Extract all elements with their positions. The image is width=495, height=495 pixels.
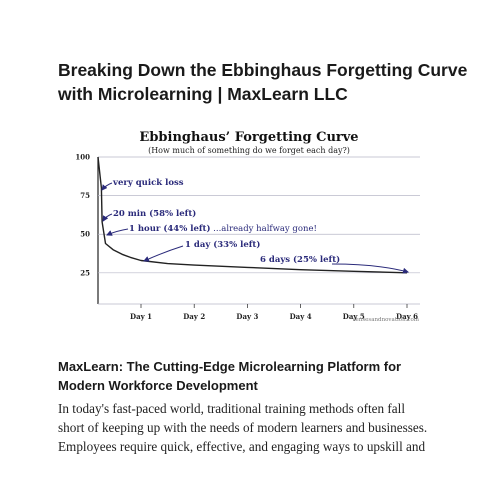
section-heading-line-2: Modern Workforce Development [58, 378, 258, 393]
section-heading-line-1: MaxLearn: The Cutting-Edge Microlearning… [58, 359, 402, 374]
annotation-arrow [106, 228, 129, 236]
chart-title: Ebbinghaus’ Forgetting Curve [139, 130, 358, 145]
y-tick-label: 25 [80, 268, 90, 277]
y-tick-label: 75 [80, 191, 90, 200]
x-tick-label: Day 1 [130, 312, 152, 321]
curve-annotation: 6 days (25% left) [260, 254, 340, 265]
annotation-arrow [331, 263, 409, 274]
curve-annotation: 1 hour (44% left) ...already halfway gon… [129, 223, 317, 234]
body-line-3: Employees require quick, effective, and … [58, 439, 426, 454]
x-tick-label: Day 5 [343, 312, 365, 321]
chart-credit: sensesandnovation.com [353, 317, 420, 323]
annotation-label: 1 day (33% left) [185, 239, 260, 250]
annotation-label: 6 days (25% left) [260, 254, 340, 265]
body-line-1: In today's fast-paced world, traditional… [58, 401, 405, 416]
annotation-note: ...already halfway gone! [210, 224, 316, 234]
article-title-line-1: Breaking Down the Ebbinghaus Forgetting … [58, 60, 468, 80]
y-tick-label: 100 [75, 153, 90, 162]
annotation-label: very quick loss [112, 178, 184, 188]
annotation-arrow [102, 213, 113, 222]
curve-annotation: very quick loss [112, 178, 184, 188]
curve-annotation: 1 day (33% left) [185, 239, 260, 250]
article-title: Breaking Down the Ebbinghaus Forgetting … [58, 58, 478, 106]
annotation-arrow [101, 182, 113, 191]
body-line-2: short of keeping up with the needs of mo… [58, 420, 428, 435]
x-tick-label: Day 2 [183, 312, 205, 321]
chart-svg: Ebbinghaus’ Forgetting Curve (How much o… [75, 130, 420, 323]
forgetting-curve-line [97, 156, 408, 274]
chart-subtitle: (How much of something do we forget each… [148, 146, 350, 155]
x-tick-label: Day 6 [396, 312, 418, 321]
section-heading: MaxLearn: The Cutting-Edge Microlearning… [58, 357, 478, 395]
annotation-label: 20 min (58% left) [113, 208, 196, 219]
forgetting-curve-chart: Ebbinghaus’ Forgetting Curve (How much o… [56, 128, 440, 324]
article-title-line-2: with Microlearning | MaxLearn LLC [58, 84, 348, 104]
annotation-label: 1 hour (44% left) [129, 223, 210, 234]
y-tick-label: 50 [80, 230, 90, 239]
annotation-arrow [143, 245, 184, 262]
x-tick-label: Day 3 [236, 312, 258, 321]
x-tick-label: Day 4 [290, 312, 312, 321]
body-paragraph: In today's fast-paced world, traditional… [58, 399, 483, 456]
curve-annotation: 20 min (58% left) [113, 208, 196, 219]
